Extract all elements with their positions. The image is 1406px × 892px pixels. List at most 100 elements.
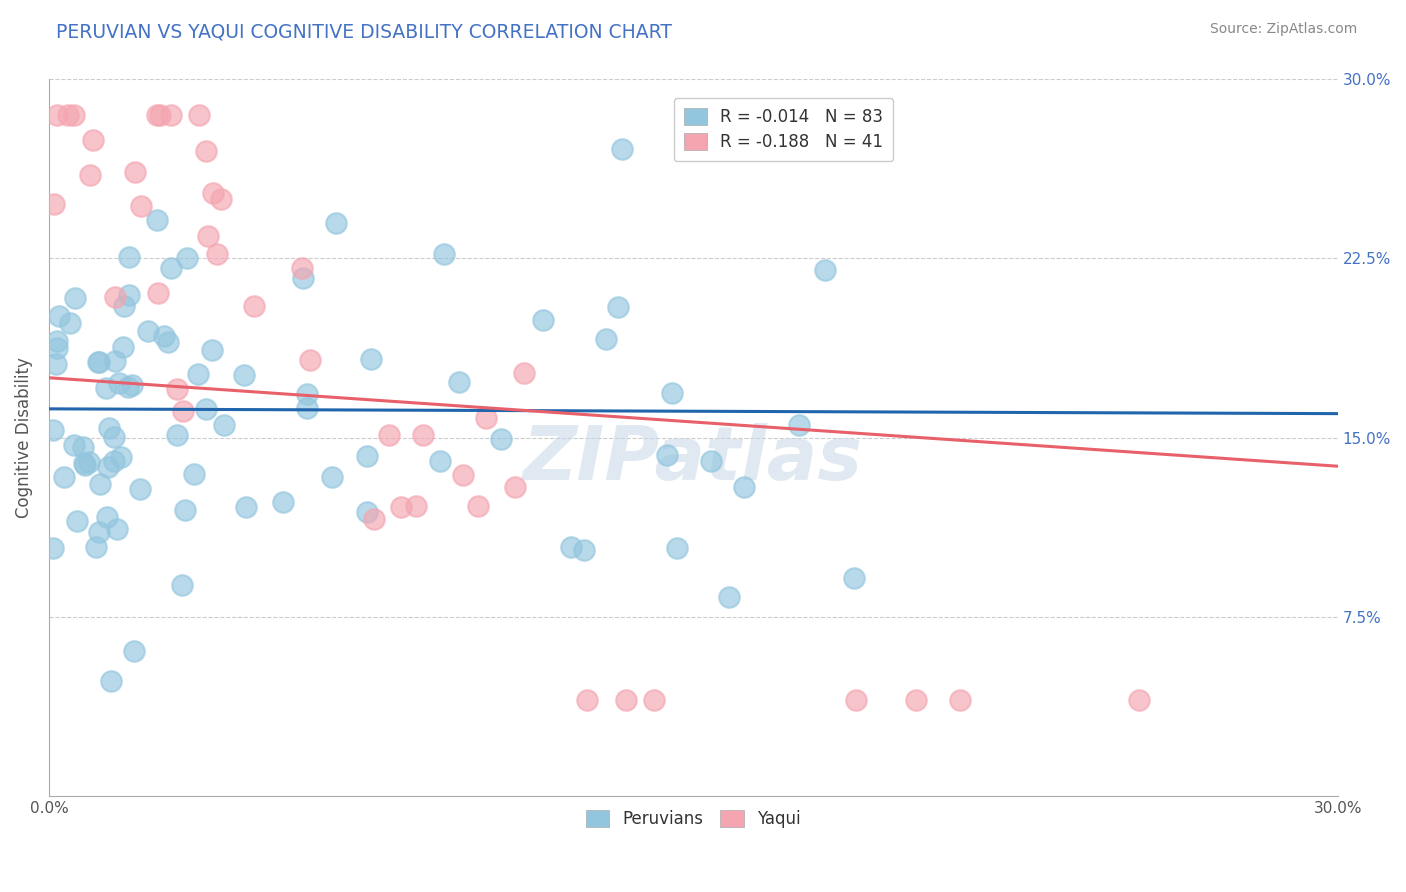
- Point: [45, 108, 67, 122]
- Point: [159, 108, 181, 122]
- Point: [97, 421, 120, 435]
- Point: [195, 145, 218, 159]
- Point: [146, 212, 169, 227]
- Point: [156, 334, 179, 349]
- Point: [46, 334, 69, 349]
- Point: [45, 357, 67, 371]
- Point: [136, 324, 159, 338]
- Point: [209, 192, 232, 206]
- Point: [271, 495, 294, 509]
- Point: [292, 271, 315, 285]
- Point: [82, 133, 104, 147]
- Point: [212, 417, 235, 432]
- Point: [533, 313, 555, 327]
- Point: [117, 379, 139, 393]
- Point: [665, 541, 688, 556]
- Point: [118, 250, 141, 264]
- Point: [96, 381, 118, 395]
- Point: [447, 376, 470, 390]
- Point: [89, 477, 111, 491]
- Point: [451, 468, 474, 483]
- Point: [149, 108, 172, 122]
- Point: [643, 693, 665, 707]
- Point: [79, 455, 101, 469]
- Point: [117, 288, 139, 302]
- Point: [87, 355, 110, 369]
- Point: [146, 108, 169, 122]
- Point: [378, 428, 401, 442]
- Point: [202, 186, 225, 201]
- Point: [104, 354, 127, 368]
- Point: [949, 693, 972, 707]
- Point: [103, 454, 125, 468]
- Point: [200, 343, 222, 357]
- Point: [75, 458, 97, 472]
- Point: [321, 469, 343, 483]
- Point: [360, 352, 382, 367]
- Point: [97, 460, 120, 475]
- Point: [48, 310, 70, 324]
- Point: [607, 301, 630, 315]
- Point: [42, 197, 65, 211]
- Point: [356, 505, 378, 519]
- Point: [96, 510, 118, 524]
- Point: [205, 247, 228, 261]
- Y-axis label: Cognitive Disability: Cognitive Disability: [15, 357, 32, 518]
- Point: [295, 401, 318, 416]
- Text: PERUVIAN VS YAQUI COGNITIVE DISABILITY CORRELATION CHART: PERUVIAN VS YAQUI COGNITIVE DISABILITY C…: [56, 22, 672, 41]
- Point: [560, 540, 582, 554]
- Point: [84, 540, 107, 554]
- Point: [87, 525, 110, 540]
- Point: [733, 480, 755, 494]
- Point: [356, 449, 378, 463]
- Point: [124, 165, 146, 179]
- Point: [700, 454, 723, 468]
- Point: [429, 454, 451, 468]
- Point: [844, 571, 866, 585]
- Point: [467, 500, 489, 514]
- Point: [129, 482, 152, 496]
- Point: [73, 456, 96, 470]
- Point: [243, 299, 266, 313]
- Point: [63, 291, 86, 305]
- Point: [433, 247, 456, 261]
- Point: [166, 382, 188, 396]
- Point: [166, 428, 188, 442]
- Text: Source: ZipAtlas.com: Source: ZipAtlas.com: [1209, 22, 1357, 37]
- Point: [176, 251, 198, 265]
- Point: [291, 261, 314, 276]
- Point: [661, 385, 683, 400]
- Point: [172, 403, 194, 417]
- Point: [112, 340, 135, 354]
- Point: [42, 424, 65, 438]
- Point: [42, 541, 65, 556]
- Point: [121, 378, 143, 392]
- Point: [104, 290, 127, 304]
- Point: [174, 503, 197, 517]
- Point: [79, 168, 101, 182]
- Point: [131, 199, 153, 213]
- Point: [845, 693, 868, 707]
- Point: [405, 500, 427, 514]
- Point: [187, 367, 209, 381]
- Point: [718, 590, 741, 604]
- Point: [160, 260, 183, 275]
- Point: [46, 341, 69, 355]
- Point: [124, 644, 146, 658]
- Point: [56, 108, 79, 122]
- Point: [72, 441, 94, 455]
- Point: [1128, 693, 1150, 707]
- Point: [110, 450, 132, 465]
- Point: [197, 228, 219, 243]
- Point: [233, 368, 256, 382]
- Point: [195, 401, 218, 416]
- Point: [100, 673, 122, 688]
- Point: [489, 432, 512, 446]
- Point: [657, 448, 679, 462]
- Point: [595, 332, 617, 346]
- Point: [363, 512, 385, 526]
- Point: [187, 108, 209, 122]
- Point: [574, 543, 596, 558]
- Point: [503, 480, 526, 494]
- Point: [814, 263, 837, 277]
